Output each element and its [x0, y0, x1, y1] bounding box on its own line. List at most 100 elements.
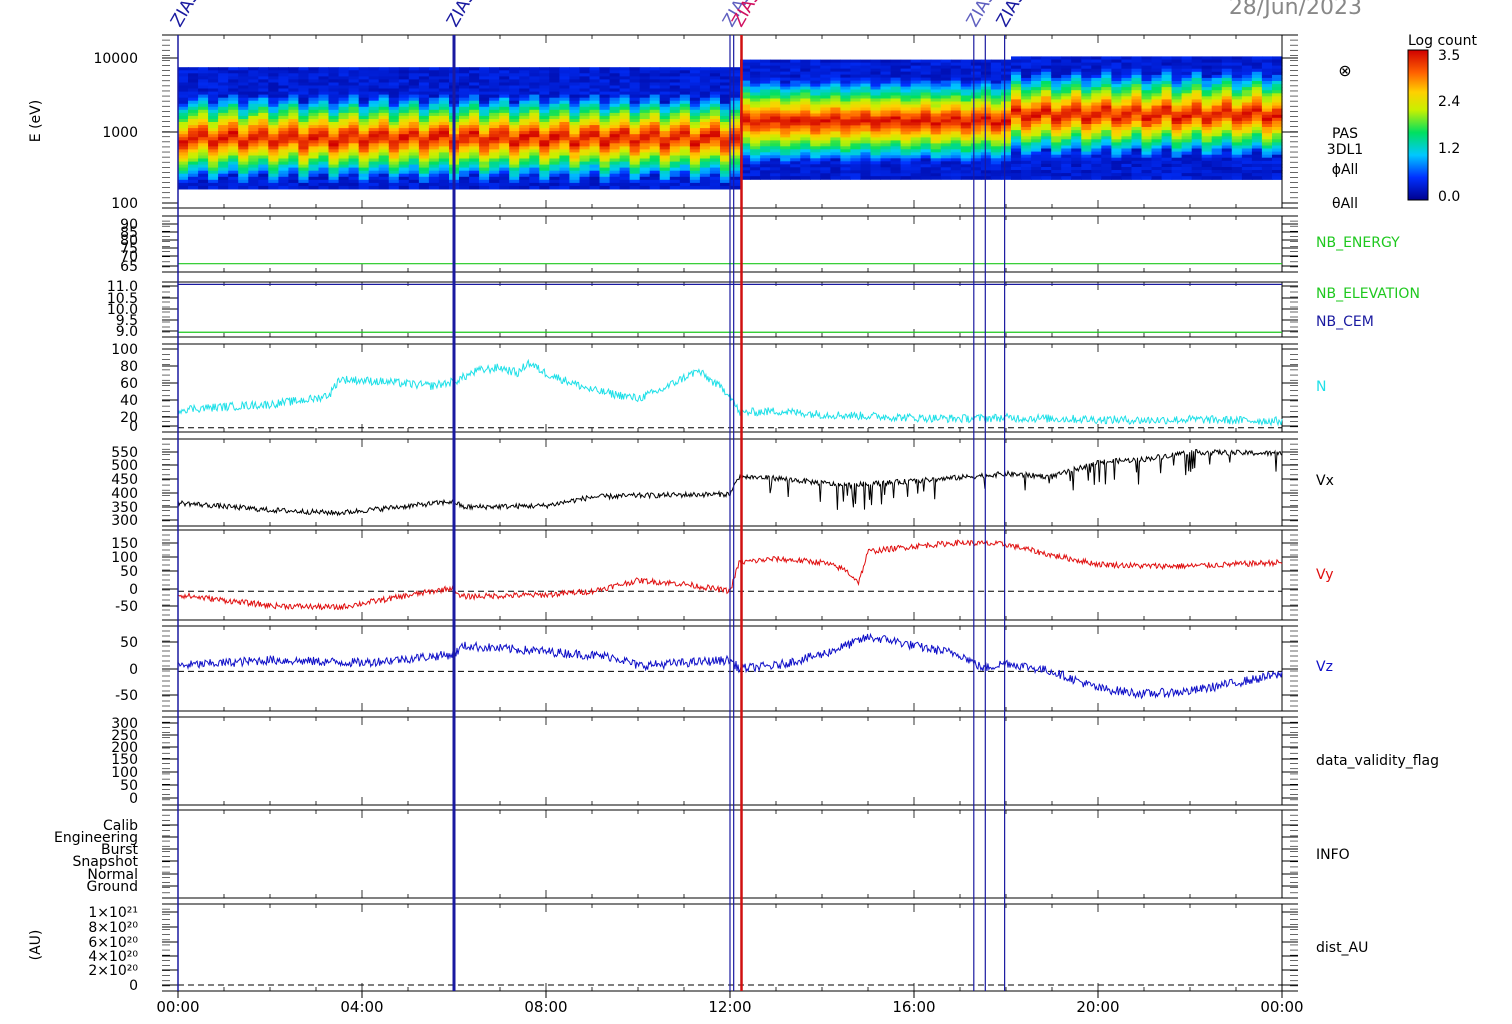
spectrogram-cell — [459, 152, 470, 156]
spectrogram-cell — [248, 79, 259, 83]
spectrogram-cell — [539, 116, 550, 120]
spectrogram-cell — [349, 110, 360, 114]
spectrogram-cell — [680, 110, 691, 114]
spectrogram-cell — [248, 186, 259, 190]
spectrogram-cell — [580, 95, 591, 99]
spectrogram-cell — [479, 95, 490, 99]
spectrogram-cell — [198, 159, 209, 163]
spectrogram-cell — [339, 159, 350, 163]
spectrogram-cell — [1192, 176, 1203, 180]
spectrogram-cell — [580, 67, 591, 71]
spectrogram-cell — [288, 159, 299, 163]
spectrogram-cell — [590, 67, 601, 71]
spectrogram-cell — [278, 116, 289, 120]
spectrogram-cell — [660, 79, 671, 83]
spectrogram-cell — [329, 159, 340, 163]
spectrogram-cell — [720, 79, 731, 83]
spectrogram-cell — [549, 95, 560, 99]
spectrogram-cell — [710, 152, 721, 156]
spectrogram-cell — [218, 95, 229, 99]
spectrogram-cell — [268, 67, 279, 71]
spectrogram-cell — [469, 95, 480, 99]
spectrogram-cell — [469, 131, 480, 135]
spectrogram-cell — [238, 174, 249, 178]
spectrogram-cell — [218, 67, 229, 71]
spectrogram-cell — [419, 122, 430, 126]
spectrogram-cell — [670, 180, 681, 184]
spectrogram-cell — [349, 174, 360, 178]
spectrogram-cell — [288, 110, 299, 114]
spectrogram-cell — [539, 79, 550, 83]
spectrogram-cell — [258, 174, 269, 178]
spectrogram-cell — [439, 73, 450, 77]
spectrogram-cell — [258, 137, 269, 141]
spectrogram-cell — [549, 67, 560, 71]
spectrogram-cell — [349, 116, 360, 120]
spectrogram-cell — [429, 110, 440, 114]
spectrogram-cell — [218, 122, 229, 126]
spectrogram-cell — [580, 79, 591, 83]
spectrogram-cell — [359, 159, 370, 163]
spectrogram-cell — [208, 137, 219, 141]
spectrogram-cell — [670, 168, 681, 172]
spectrogram-cell — [268, 110, 279, 114]
spectrogram-cell — [268, 95, 279, 99]
spectrogram-cell — [499, 79, 510, 83]
spectrogram-cell — [319, 95, 330, 99]
spectrogram-cell — [258, 168, 269, 172]
spectrogram-cell — [208, 152, 219, 156]
spectrogram-cell — [339, 116, 350, 120]
spectrogram-cell — [349, 89, 360, 93]
spectrogram-cell — [248, 180, 259, 184]
spectrogram-cell — [600, 110, 611, 114]
spectrogram-cell — [188, 116, 199, 120]
spectrogram-cell — [559, 174, 570, 178]
spectrogram-cell — [258, 110, 269, 114]
spectrogram-cell — [660, 168, 671, 172]
spectrogram-cell — [670, 159, 681, 163]
spectrogram-cell — [369, 143, 380, 147]
spectrogram-cell — [590, 131, 601, 135]
spectrogram-cell — [198, 143, 209, 147]
spectrogram-cell — [529, 186, 540, 190]
spectrogram-cell — [278, 168, 289, 172]
spectrogram-cell — [399, 89, 410, 93]
spectrogram-cell — [991, 176, 1002, 180]
spectrogram-cell — [1142, 176, 1153, 180]
spectrogram-cell — [409, 89, 420, 93]
spectrogram-cell — [549, 137, 560, 141]
spectrogram-cell — [509, 73, 520, 77]
spectrogram-cell — [319, 67, 330, 71]
spectrogram-cell — [248, 110, 259, 114]
spectrogram-cell — [620, 137, 631, 141]
spectrogram-cell — [369, 137, 380, 141]
spectrogram-cell — [590, 180, 601, 184]
spectrogram-cell — [339, 168, 350, 172]
spectrogram-cell — [580, 89, 591, 93]
spectrogram-cell — [208, 174, 219, 178]
spectrogram-cell — [339, 143, 350, 147]
spectrogram-cell — [660, 143, 671, 147]
spectrogram-cell — [389, 67, 400, 71]
spectrogram-cell — [620, 89, 631, 93]
spectrogram-cell — [630, 137, 641, 141]
spectrogram-cell — [499, 168, 510, 172]
spectrogram-cell — [640, 159, 651, 163]
spectrogram-cell — [549, 174, 560, 178]
spectrogram-cell — [439, 143, 450, 147]
spectrogram-cell — [248, 131, 259, 135]
spectrogram-cell — [379, 116, 390, 120]
spectrogram-cell — [359, 122, 370, 126]
spectrogram-cell — [389, 159, 400, 163]
spectrogram-cell — [198, 122, 209, 126]
spectrogram-cell — [339, 95, 350, 99]
spectrogram-cell — [509, 89, 520, 93]
spectrogram-cell — [650, 116, 661, 120]
spectrogram-cell — [630, 131, 641, 135]
spectrogram-cell — [419, 89, 430, 93]
spectrogram-cell — [529, 110, 540, 114]
spectrogram-cell — [349, 122, 360, 126]
spectrogram-cell — [329, 152, 340, 156]
spectrogram-cell — [309, 159, 320, 163]
spectrogram-cell — [329, 95, 340, 99]
